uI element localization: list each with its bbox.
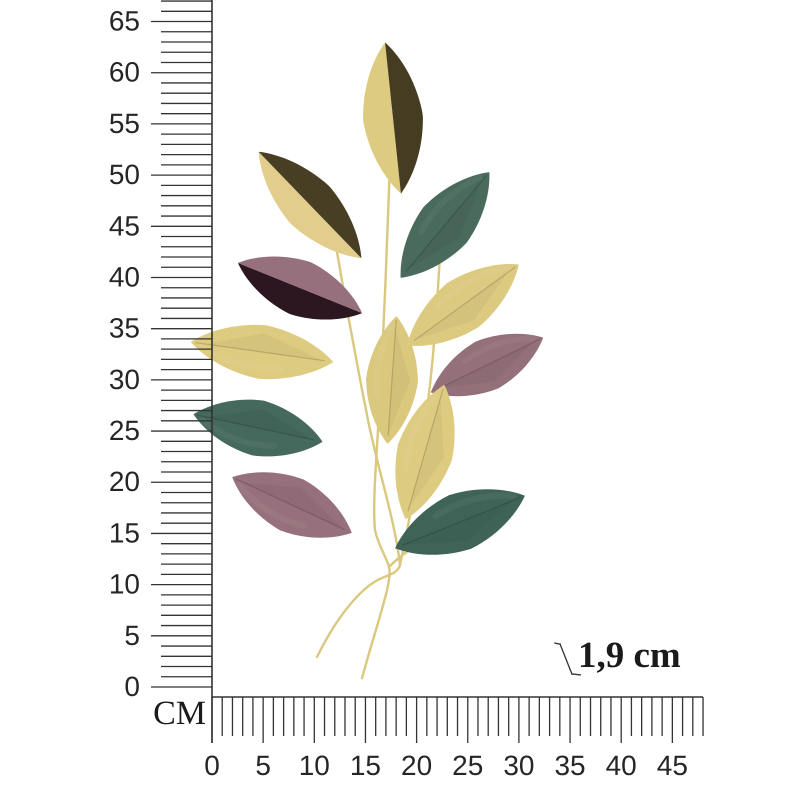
svg-text:20: 20 xyxy=(401,750,432,781)
svg-text:20: 20 xyxy=(109,466,140,497)
svg-text:30: 30 xyxy=(109,364,140,395)
svg-text:25: 25 xyxy=(109,415,140,446)
svg-text:30: 30 xyxy=(503,750,534,781)
svg-text:10: 10 xyxy=(109,569,140,600)
svg-text:50: 50 xyxy=(109,159,140,190)
svg-text:0: 0 xyxy=(204,750,220,781)
svg-text:15: 15 xyxy=(109,517,140,548)
svg-text:55: 55 xyxy=(109,108,140,139)
svg-text:45: 45 xyxy=(109,210,140,241)
svg-text:35: 35 xyxy=(109,313,140,344)
svg-text:0: 0 xyxy=(124,671,140,702)
svg-text:25: 25 xyxy=(452,750,483,781)
svg-text:60: 60 xyxy=(109,57,140,88)
svg-text:40: 40 xyxy=(109,261,140,292)
svg-text:10: 10 xyxy=(299,750,330,781)
svg-text:5: 5 xyxy=(124,620,140,651)
svg-text:1,9 cm: 1,9 cm xyxy=(578,635,681,676)
svg-text:CM: CM xyxy=(153,695,206,732)
svg-text:15: 15 xyxy=(350,750,381,781)
svg-text:5: 5 xyxy=(255,750,271,781)
svg-text:40: 40 xyxy=(606,750,637,781)
svg-text:45: 45 xyxy=(657,750,688,781)
svg-text:65: 65 xyxy=(109,6,140,37)
svg-text:35: 35 xyxy=(554,750,585,781)
